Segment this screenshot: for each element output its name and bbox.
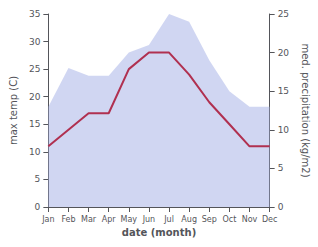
svg-text:15: 15 xyxy=(278,86,289,96)
svg-text:date (month): date (month) xyxy=(122,227,196,238)
svg-text:0: 0 xyxy=(35,202,41,212)
svg-text:30: 30 xyxy=(29,37,41,47)
svg-text:5: 5 xyxy=(278,163,284,173)
svg-text:Mar: Mar xyxy=(81,215,97,224)
svg-text:Feb: Feb xyxy=(61,215,75,224)
svg-text:Nov: Nov xyxy=(242,215,258,224)
svg-text:May: May xyxy=(121,215,138,224)
svg-text:Oct: Oct xyxy=(222,215,236,224)
svg-text:0: 0 xyxy=(278,202,284,212)
svg-text:35: 35 xyxy=(29,9,40,19)
svg-text:20: 20 xyxy=(278,48,290,58)
svg-text:5: 5 xyxy=(35,174,41,184)
svg-text:Sep: Sep xyxy=(202,215,217,224)
svg-text:Jan: Jan xyxy=(41,215,54,224)
svg-text:med. precipitation (kg/m2): med. precipitation (kg/m2) xyxy=(300,43,311,177)
svg-text:Dec: Dec xyxy=(262,215,277,224)
svg-text:25: 25 xyxy=(278,9,289,19)
svg-text:15: 15 xyxy=(29,119,40,129)
svg-text:25: 25 xyxy=(29,64,40,74)
svg-text:max temp (C): max temp (C) xyxy=(8,76,19,145)
svg-text:20: 20 xyxy=(29,92,41,102)
svg-text:10: 10 xyxy=(29,147,41,157)
svg-text:Jul: Jul xyxy=(163,215,174,224)
svg-text:10: 10 xyxy=(278,125,290,135)
svg-text:Jun: Jun xyxy=(142,215,156,224)
svg-text:Apr: Apr xyxy=(102,215,117,224)
svg-text:Aug: Aug xyxy=(181,215,197,224)
